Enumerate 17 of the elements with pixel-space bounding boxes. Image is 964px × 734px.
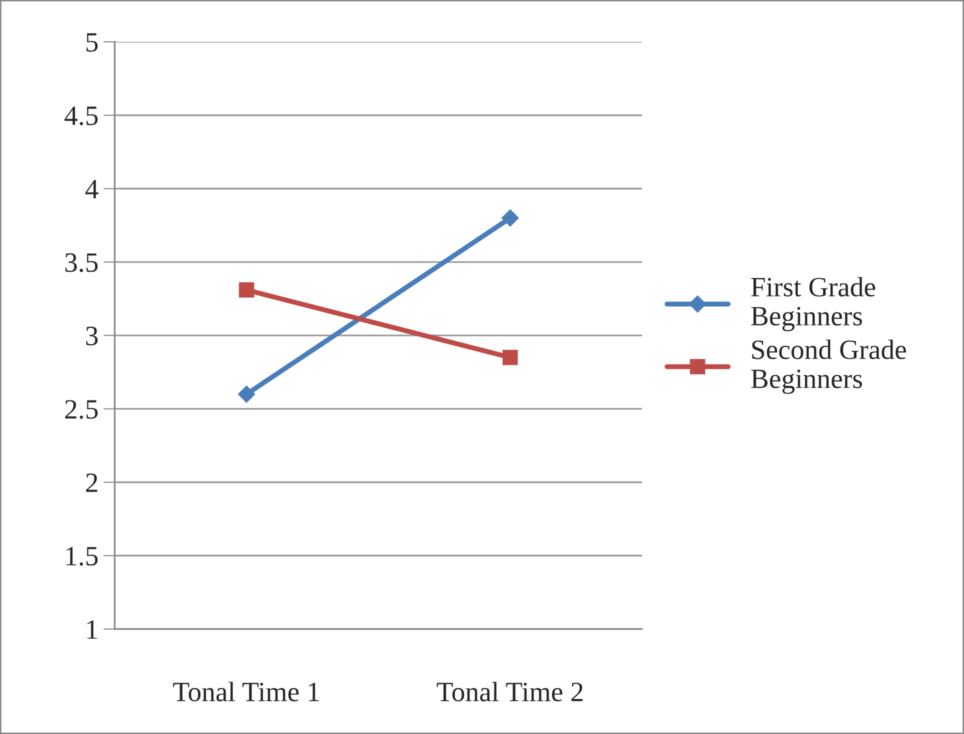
y-tick-label: 4 — [85, 180, 98, 198]
point — [238, 282, 254, 298]
point — [501, 209, 520, 227]
y-tick-label: 3 — [86, 326, 98, 346]
y-tick-label: 1 — [87, 620, 98, 639]
y-tick-label: 1.5 — [66, 546, 98, 566]
x-tick-label: Tonal Time 2 — [436, 682, 583, 702]
y-tick-label: 2 — [86, 473, 98, 492]
point — [238, 385, 256, 403]
y-tick-label: 2.5 — [65, 400, 98, 419]
x-tick-label: Tonal Time 1 — [173, 682, 319, 702]
point — [502, 350, 518, 366]
y-tick-label: 3.5 — [65, 253, 98, 272]
legend-label: Second Grade Beginners — [751, 340, 906, 394]
legend-label: First Grade Beginners — [751, 276, 876, 332]
y-tick-label: 4.5 — [64, 106, 98, 126]
y-tick-label: 5 — [86, 33, 98, 52]
